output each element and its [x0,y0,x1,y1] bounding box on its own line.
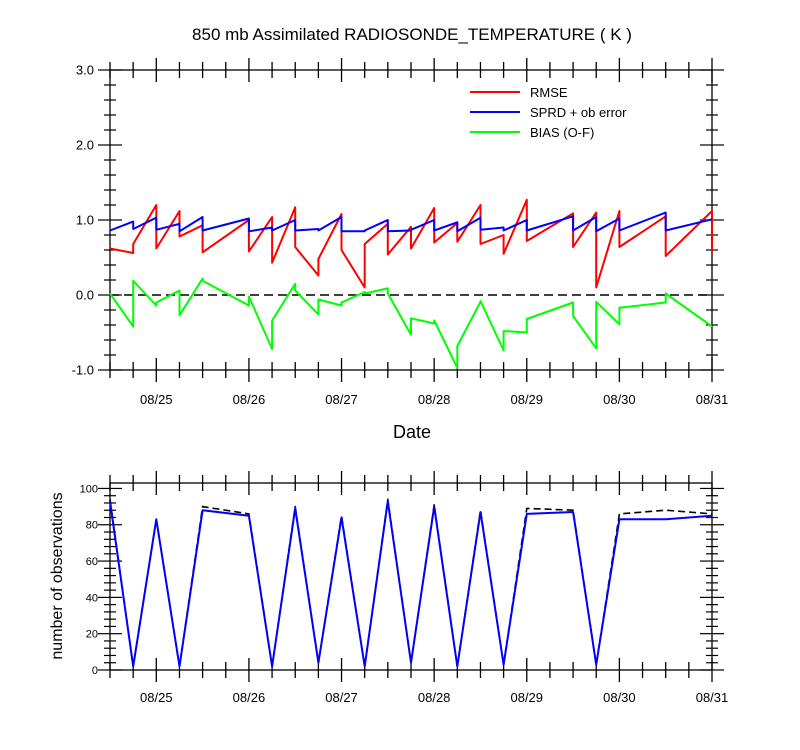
legend-entry: RMSE [530,85,568,100]
y-tick-labels: -1.0 0.0 1.0 2.0 3.0 [72,63,94,378]
y-tick-label: 40 [86,592,98,604]
obs-x-tick-labels: 08/25 08/26 08/27 08/28 08/29 08/30 08/31 [140,690,728,705]
x-tick-label: 08/27 [325,392,358,407]
x-tick-label: 08/30 [603,392,636,407]
series-line-bias-o-f [109,277,713,369]
x-tick-label: 08/31 [696,690,729,705]
legend-entry: BIAS (O-F) [530,125,594,140]
y-tick-label: -1.0 [72,363,94,378]
y-tick-label: 60 [86,556,98,568]
x-axis-label: Date [393,422,431,442]
series-lines [109,198,713,369]
x-tick-label: 08/28 [418,690,451,705]
x-tick-labels: 08/25 08/26 08/27 08/28 08/29 08/30 08/31 [140,392,728,407]
obs-series-lines [109,498,713,668]
y-tick-label: 3.0 [76,63,94,78]
x-tick-label: 08/29 [510,690,543,705]
series-line-assimilated [109,500,713,668]
legend-entry: SPRD + ob error [530,105,627,120]
x-tick-label: 08/26 [233,690,266,705]
chart-title: 850 mb Assimilated RADIOSONDE_TEMPERATUR… [192,25,632,44]
obs-plot-frame [109,482,713,671]
x-tick-label: 08/26 [233,392,266,407]
x-tick-label: 08/29 [510,392,543,407]
y-tick-label: 0 [92,665,98,677]
series-line-sprd-ob-error [109,211,713,233]
x-tick-label: 08/30 [603,690,636,705]
y-tick-label: 0.0 [76,288,94,303]
x-tick-label: 08/25 [140,392,173,407]
y-tick-label: 100 [80,483,98,495]
x-tick-label: 08/28 [418,392,451,407]
obs-y-axis-label: number of observations [49,492,66,659]
x-tick-label: 08/31 [696,392,729,407]
series-line-rmse [109,198,713,289]
y-tick-label: 2.0 [76,138,94,153]
y-tick-label: 80 [86,520,98,532]
y-tick-label: 1.0 [76,213,94,228]
legend: RMSE SPRD + ob error BIAS (O-F) [470,85,627,140]
obs-tick-marks [98,471,724,682]
x-tick-label: 08/27 [325,690,358,705]
x-tick-label: 08/25 [140,690,173,705]
obs-y-tick-labels: 0 20 40 60 80 100 [80,483,98,677]
top-panel: 850 mb Assimilated RADIOSONDE_TEMPERATUR… [72,25,729,442]
y-tick-label: 20 [86,629,98,641]
